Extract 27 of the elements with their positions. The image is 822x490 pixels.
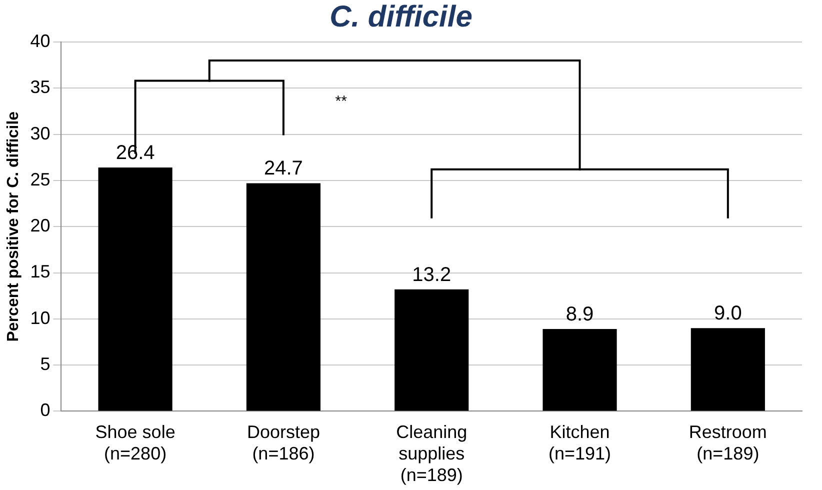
y-tick-label: 35 xyxy=(30,77,50,98)
bar xyxy=(98,168,172,411)
y-tick-label: 40 xyxy=(30,30,50,51)
y-tick-label: 30 xyxy=(30,123,50,144)
x-tick-label: Doorstep (n=186) xyxy=(246,422,320,464)
y-tick-label: 10 xyxy=(30,308,50,328)
data-label: 24.7 xyxy=(264,158,303,180)
y-axis-title: Percent positive for C. difficile xyxy=(5,111,22,342)
y-tick-label: 20 xyxy=(30,216,50,236)
y-tick-label: 5 xyxy=(40,354,50,374)
bar xyxy=(542,329,617,411)
y-tick-label: 25 xyxy=(30,169,50,190)
data-label: 13.2 xyxy=(412,264,452,286)
x-tick-label: Shoe sole (n=280) xyxy=(95,422,176,464)
chart-title: C. difficile xyxy=(330,0,472,34)
bar xyxy=(394,289,469,411)
y-tick-label: 15 xyxy=(30,262,50,282)
x-tick-label: Restroom (n=189) xyxy=(688,422,767,464)
bar xyxy=(246,183,320,411)
data-label: 9.0 xyxy=(714,302,742,325)
bar xyxy=(690,328,765,411)
x-tick-label: Cleaning supplies (n=189) xyxy=(396,422,468,486)
data-label: 8.9 xyxy=(566,304,594,326)
x-tick-label: Kitchen (n=191) xyxy=(548,422,612,464)
annotation: ** xyxy=(335,92,347,110)
data-label: 26.4 xyxy=(116,142,155,164)
y-tick-label: 0 xyxy=(40,400,50,420)
